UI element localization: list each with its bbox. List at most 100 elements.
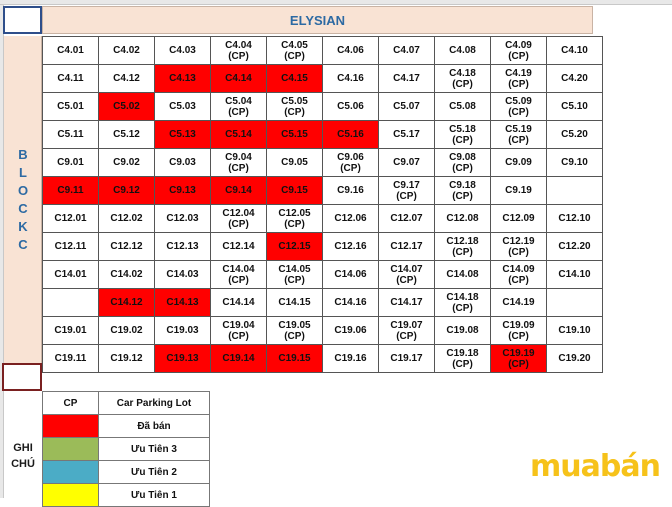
blank-cell-right[interactable] bbox=[593, 6, 672, 34]
unit-cell[interactable]: C5.15 bbox=[266, 120, 323, 149]
empty-cell[interactable] bbox=[546, 176, 603, 205]
legend-color-swatch[interactable] bbox=[42, 483, 99, 507]
unit-cell[interactable]: C5.12 bbox=[98, 120, 155, 149]
unit-cell[interactable]: C14.08 bbox=[434, 260, 491, 289]
unit-cell[interactable]: C12.05 (CP) bbox=[266, 204, 323, 233]
unit-cell[interactable]: C4.02 bbox=[98, 36, 155, 65]
unit-cell[interactable]: C19.13 bbox=[154, 344, 211, 373]
unit-cell[interactable]: C19.05 (CP) bbox=[266, 316, 323, 345]
sheet-title-cell[interactable]: ELYSIAN bbox=[42, 6, 593, 34]
unit-cell[interactable]: C9.10 bbox=[546, 148, 603, 177]
unit-cell[interactable]: C5.11 bbox=[42, 120, 99, 149]
unit-cell[interactable]: C9.06 (CP) bbox=[322, 148, 379, 177]
unit-cell[interactable]: C9.01 bbox=[42, 148, 99, 177]
legend-color-swatch[interactable] bbox=[42, 437, 99, 461]
unit-cell[interactable]: C4.08 bbox=[434, 36, 491, 65]
unit-cell[interactable]: C12.15 bbox=[266, 232, 323, 261]
unit-cell[interactable]: C5.13 bbox=[154, 120, 211, 149]
legend-label[interactable]: Ưu Tiên 1 bbox=[98, 483, 210, 507]
unit-cell[interactable]: C19.01 bbox=[42, 316, 99, 345]
unit-cell[interactable]: C5.03 bbox=[154, 92, 211, 121]
unit-cell[interactable]: C19.11 bbox=[42, 344, 99, 373]
unit-cell[interactable]: C12.19 (CP) bbox=[490, 232, 547, 261]
legend-color-swatch[interactable] bbox=[42, 460, 99, 484]
unit-cell[interactable]: C12.02 bbox=[98, 204, 155, 233]
unit-cell[interactable]: C4.13 bbox=[154, 64, 211, 93]
unit-cell[interactable]: C19.19 (CP) bbox=[490, 344, 547, 373]
legend-key[interactable]: CP bbox=[42, 391, 99, 415]
unit-cell[interactable]: C9.13 bbox=[154, 176, 211, 205]
unit-cell[interactable]: C5.04 (CP) bbox=[210, 92, 267, 121]
unit-cell[interactable]: C19.12 bbox=[98, 344, 155, 373]
unit-cell[interactable]: C9.05 bbox=[266, 148, 323, 177]
unit-cell[interactable]: C4.19 (CP) bbox=[490, 64, 547, 93]
unit-cell[interactable]: C12.04 (CP) bbox=[210, 204, 267, 233]
unit-cell[interactable]: C12.07 bbox=[378, 204, 435, 233]
unit-cell[interactable]: C4.03 bbox=[154, 36, 211, 65]
unit-cell[interactable]: C12.20 bbox=[546, 232, 603, 261]
unit-cell[interactable]: C12.14 bbox=[210, 232, 267, 261]
unit-cell[interactable]: C9.16 bbox=[322, 176, 379, 205]
unit-cell[interactable]: C12.03 bbox=[154, 204, 211, 233]
block-label-column[interactable]: B L O C K C bbox=[4, 36, 42, 363]
unit-cell[interactable]: C9.09 bbox=[490, 148, 547, 177]
unit-cell[interactable]: C5.18 (CP) bbox=[434, 120, 491, 149]
unit-cell[interactable]: C5.01 bbox=[42, 92, 99, 121]
unit-cell[interactable]: C14.04 (CP) bbox=[210, 260, 267, 289]
unit-cell[interactable]: C12.17 bbox=[378, 232, 435, 261]
unit-cell[interactable]: C4.14 bbox=[210, 64, 267, 93]
unit-cell[interactable]: C9.02 bbox=[98, 148, 155, 177]
unit-cell[interactable]: C12.06 bbox=[322, 204, 379, 233]
unit-cell[interactable]: C9.11 bbox=[42, 176, 99, 205]
unit-cell[interactable]: C14.14 bbox=[210, 288, 267, 317]
unit-cell[interactable]: C5.16 bbox=[322, 120, 379, 149]
unit-cell[interactable]: C4.11 bbox=[42, 64, 99, 93]
unit-cell[interactable]: C12.10 bbox=[546, 204, 603, 233]
unit-cell[interactable]: C14.16 bbox=[322, 288, 379, 317]
unit-cell[interactable]: C19.16 bbox=[322, 344, 379, 373]
unit-cell[interactable]: C19.04 (CP) bbox=[210, 316, 267, 345]
unit-cell[interactable]: C9.07 bbox=[378, 148, 435, 177]
unit-cell[interactable]: C19.08 bbox=[434, 316, 491, 345]
unit-cell[interactable]: C19.10 bbox=[546, 316, 603, 345]
legend-label[interactable]: Car Parking Lot bbox=[98, 391, 210, 415]
unit-cell[interactable]: C5.02 bbox=[98, 92, 155, 121]
selected-empty-cell[interactable] bbox=[2, 363, 42, 391]
unit-cell[interactable]: C12.08 bbox=[434, 204, 491, 233]
legend-label[interactable]: Ưu Tiên 3 bbox=[98, 437, 210, 461]
unit-cell[interactable]: C12.09 bbox=[490, 204, 547, 233]
unit-cell[interactable]: C12.16 bbox=[322, 232, 379, 261]
unit-cell[interactable]: C4.12 bbox=[98, 64, 155, 93]
unit-cell[interactable]: C12.12 bbox=[98, 232, 155, 261]
unit-cell[interactable]: C5.07 bbox=[378, 92, 435, 121]
unit-cell[interactable]: C14.03 bbox=[154, 260, 211, 289]
unit-cell[interactable]: C19.06 bbox=[322, 316, 379, 345]
unit-cell[interactable]: C19.02 bbox=[98, 316, 155, 345]
empty-cell[interactable] bbox=[42, 288, 99, 317]
unit-cell[interactable]: C9.08 (CP) bbox=[434, 148, 491, 177]
unit-cell[interactable]: C5.17 bbox=[378, 120, 435, 149]
unit-cell[interactable]: C4.10 bbox=[546, 36, 603, 65]
unit-cell[interactable]: C4.01 bbox=[42, 36, 99, 65]
unit-cell[interactable]: C19.17 bbox=[378, 344, 435, 373]
unit-cell[interactable]: C5.14 bbox=[210, 120, 267, 149]
unit-cell[interactable]: C12.13 bbox=[154, 232, 211, 261]
unit-cell[interactable]: C5.19 (CP) bbox=[490, 120, 547, 149]
unit-cell[interactable]: C14.13 bbox=[154, 288, 211, 317]
unit-cell[interactable]: C4.07 bbox=[378, 36, 435, 65]
unit-cell[interactable]: C14.09 (CP) bbox=[490, 260, 547, 289]
empty-cell[interactable] bbox=[546, 288, 603, 317]
unit-cell[interactable]: C19.07 (CP) bbox=[378, 316, 435, 345]
unit-cell[interactable]: C9.03 bbox=[154, 148, 211, 177]
unit-cell[interactable]: C5.09 (CP) bbox=[490, 92, 547, 121]
unit-cell[interactable]: C4.18 (CP) bbox=[434, 64, 491, 93]
unit-cell[interactable]: C9.12 bbox=[98, 176, 155, 205]
legend-color-swatch[interactable] bbox=[42, 414, 99, 438]
unit-cell[interactable]: C5.06 bbox=[322, 92, 379, 121]
unit-cell[interactable]: C4.09 (CP) bbox=[490, 36, 547, 65]
unit-cell[interactable]: C5.08 bbox=[434, 92, 491, 121]
unit-cell[interactable]: C19.14 bbox=[210, 344, 267, 373]
unit-cell[interactable]: C14.01 bbox=[42, 260, 99, 289]
unit-cell[interactable]: C4.15 bbox=[266, 64, 323, 93]
legend-label[interactable]: Đã bán bbox=[98, 414, 210, 438]
